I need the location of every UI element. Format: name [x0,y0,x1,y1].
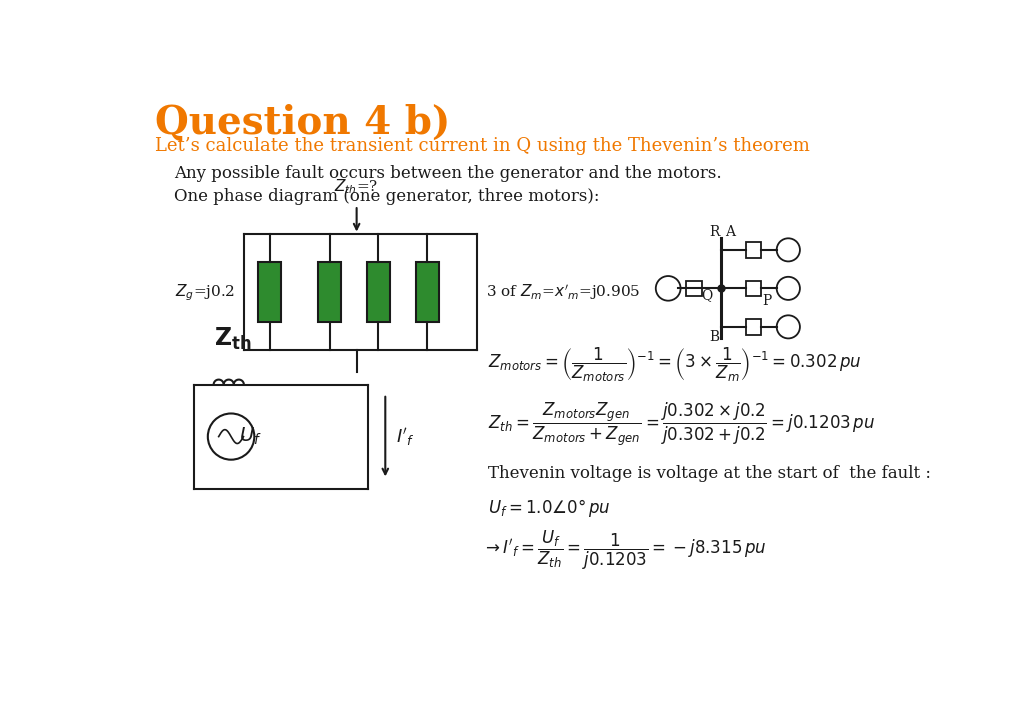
Circle shape [776,277,800,300]
Text: Q: Q [701,288,713,302]
Text: Question 4 b): Question 4 b) [155,104,451,142]
Text: $Z_{th}$=?: $Z_{th}$=? [335,177,379,196]
Text: Let’s calculate the transient current in Q using the Thevenin’s theorem: Let’s calculate the transient current in… [155,137,810,155]
Circle shape [655,276,681,301]
Text: $\rightarrow I'_f = \dfrac{U_f}{Z_{th}} = \dfrac{1}{j0.1203} = -j8.315\,pu$: $\rightarrow I'_f = \dfrac{U_f}{Z_{th}} … [482,528,767,571]
Text: 3 of $Z_m$=$x'_m$=j0.905: 3 of $Z_m$=$x'_m$=j0.905 [486,282,640,302]
Text: Thevenin voltage is voltage at the start of  the fault :: Thevenin voltage is voltage at the start… [488,464,932,481]
Bar [745,319,761,335]
Bar [686,281,701,296]
Text: $Z_{motors} = \left(\dfrac{1}{Z_{motors}}\right)^{-1} = \left(3\times\dfrac{1}{Z: $Z_{motors} = \left(\dfrac{1}{Z_{motors}… [488,346,862,384]
Circle shape [208,413,254,459]
Text: Any possible fault occurs between the generator and the motors.: Any possible fault occurs between the ge… [174,165,722,182]
Text: R: R [710,225,720,239]
Bar [745,281,761,296]
Bar [367,262,390,322]
Text: P: P [763,294,772,308]
Text: $\bf{Z_{th}}$: $\bf{Z_{th}}$ [214,326,252,352]
Circle shape [776,238,800,262]
Bar [317,262,341,322]
Text: B: B [710,330,720,344]
Text: $I'_f$: $I'_f$ [396,425,415,447]
Text: $U_f$: $U_f$ [239,426,261,447]
Text: $Z_g$=j0.2: $Z_g$=j0.2 [175,282,234,303]
Circle shape [776,316,800,338]
Bar [258,262,282,322]
Text: $Z_{th} = \dfrac{Z_{motors}Z_{gen}}{Z_{motors}+Z_{gen}} = \dfrac{j0.302 \times j: $Z_{th} = \dfrac{Z_{motors}Z_{gen}}{Z_{m… [488,401,876,448]
Text: A: A [725,225,735,239]
Bar [416,262,438,322]
Bar [745,242,761,257]
Text: One phase diagram (one generator, three motors):: One phase diagram (one generator, three … [174,189,600,206]
Text: $U_f = 1.0\angle0\degree\,pu$: $U_f = 1.0\angle0\degree\,pu$ [488,497,611,519]
